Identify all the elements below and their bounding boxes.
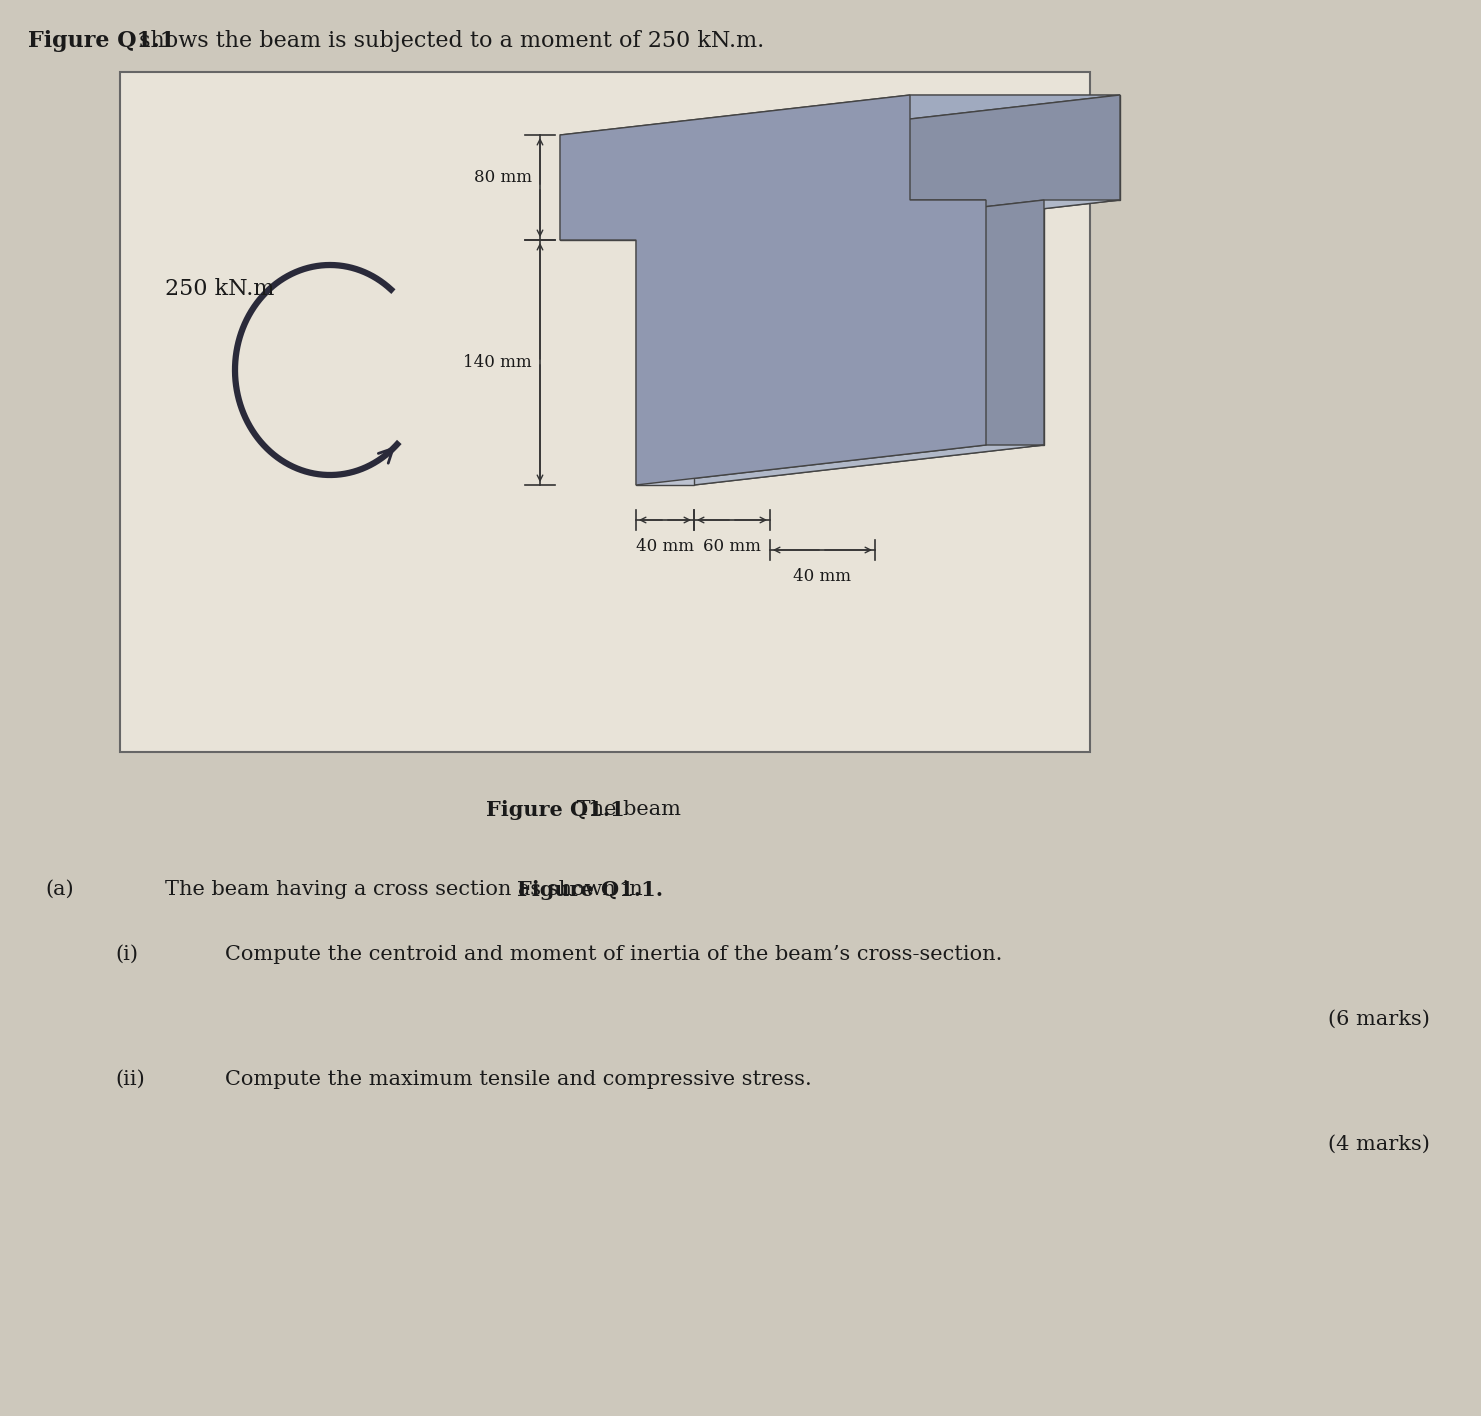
Text: 80 mm: 80 mm — [474, 169, 532, 185]
Polygon shape — [770, 95, 1120, 239]
Text: (ii): (ii) — [116, 1070, 145, 1089]
Polygon shape — [695, 200, 1044, 486]
Text: (6 marks): (6 marks) — [1328, 1010, 1431, 1029]
Text: The beam: The beam — [570, 800, 681, 818]
Text: Figure Q1.1: Figure Q1.1 — [486, 800, 625, 820]
Text: 250 kN.m: 250 kN.m — [164, 278, 274, 300]
Polygon shape — [560, 95, 986, 486]
Polygon shape — [560, 95, 1120, 135]
Text: (i): (i) — [116, 944, 138, 964]
Polygon shape — [635, 445, 1044, 486]
Text: (4 marks): (4 marks) — [1328, 1136, 1431, 1154]
Text: The beam having a cross section as shown in: The beam having a cross section as shown… — [164, 879, 649, 899]
Text: 40 mm: 40 mm — [635, 538, 695, 555]
Text: Figure Q1.1: Figure Q1.1 — [28, 30, 175, 52]
Text: 60 mm: 60 mm — [703, 538, 761, 555]
Text: Compute the maximum tensile and compressive stress.: Compute the maximum tensile and compress… — [225, 1070, 812, 1089]
Text: 40 mm: 40 mm — [792, 568, 852, 585]
Text: Compute the centroid and moment of inertia of the beam’s cross-section.: Compute the centroid and moment of inert… — [225, 944, 1003, 964]
Polygon shape — [560, 135, 770, 239]
Bar — [120, 72, 1090, 752]
Polygon shape — [635, 239, 695, 486]
Text: 140 mm: 140 mm — [464, 354, 532, 371]
Polygon shape — [909, 95, 1120, 445]
Text: (a): (a) — [44, 879, 74, 899]
Polygon shape — [695, 200, 1120, 239]
Text: Figure Q1.1.: Figure Q1.1. — [517, 879, 663, 901]
Polygon shape — [560, 200, 986, 239]
Text: shows the beam is subjected to a moment of 250 kN.m.: shows the beam is subjected to a moment … — [132, 30, 764, 52]
